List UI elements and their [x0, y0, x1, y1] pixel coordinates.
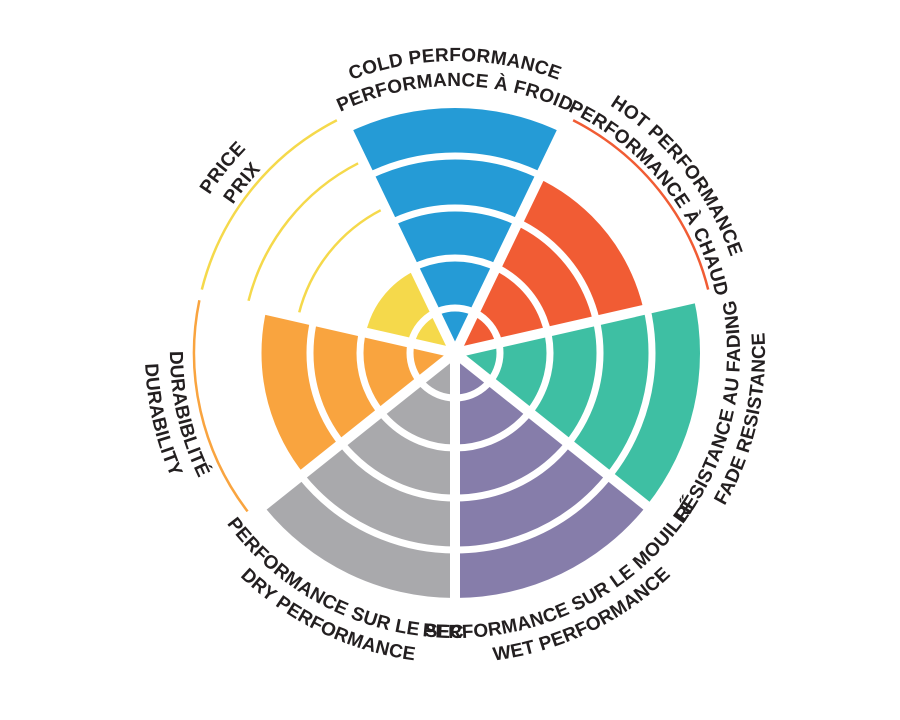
sector-gap-3 — [451, 349, 656, 515]
sector-wedge-dry-performance — [263, 353, 455, 598]
empty-level-arc-price-level3 — [297, 208, 383, 315]
sector-wedge-fade-resistance — [455, 298, 701, 506]
sector-gap-5 — [254, 349, 459, 515]
empty-level-arc-price-level4 — [247, 161, 360, 302]
sector-gap-6 — [208, 292, 457, 358]
sector-gap-7 — [341, 123, 460, 356]
sector-label-hot-performance-line1: HOT PERFORMANCE — [607, 92, 746, 259]
sector-gap-1 — [450, 123, 569, 356]
sector-wedge-wet-performance — [455, 353, 647, 598]
sector-gap-2 — [453, 292, 702, 358]
empty-level-arc-price-level5 — [200, 119, 338, 290]
sector-wedge-cold-performance — [348, 107, 562, 353]
empty-level-arc-hot-performance-level5 — [572, 119, 710, 290]
empty-level-arc-durability-level5 — [192, 300, 249, 513]
